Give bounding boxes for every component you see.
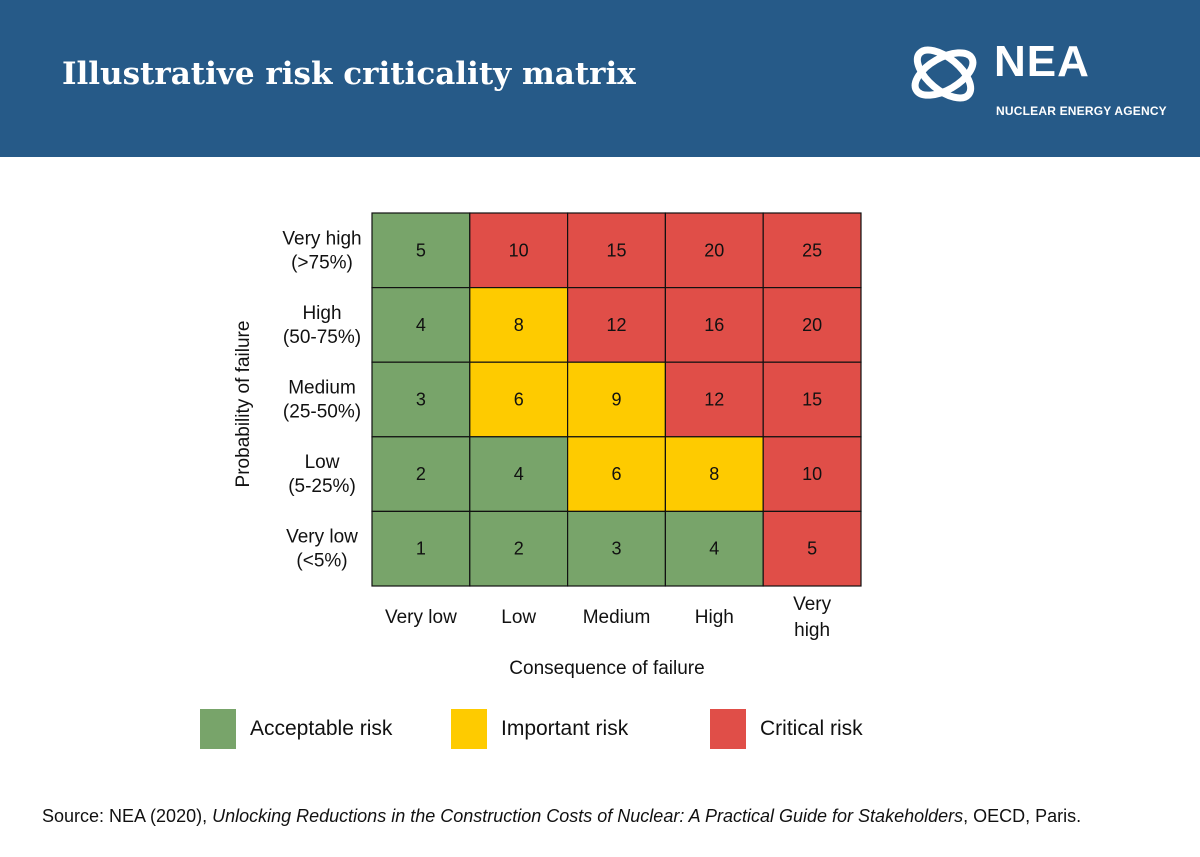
nea-atom-icon	[911, 46, 977, 102]
matrix-cell-critical	[566, 212, 666, 289]
cell-value-label: 10	[509, 240, 529, 260]
x-tick-label-high: High	[695, 607, 734, 628]
x-tick-label-low: Low	[501, 607, 536, 628]
legend-swatch-critical	[710, 709, 746, 749]
cell-value-label: 5	[807, 539, 817, 559]
matrix-cell-critical	[762, 510, 862, 587]
logo-wordmark: NEA	[994, 37, 1090, 86]
legend-item-critical: Critical risk	[710, 709, 863, 749]
y-tick-labels: Very high (>75%) High (50-75%) Medium (25-50%…	[282, 228, 361, 571]
cell-value-label: 4	[416, 315, 426, 335]
matrix-cell-critical	[762, 436, 862, 512]
legend-item-important: Important risk	[451, 709, 628, 749]
matrix-cell-critical	[664, 361, 764, 438]
x-tick-label-very-high: Very high	[793, 594, 832, 641]
nea-logo: NEA NUCLEAR ENERGY AGENCY	[906, 37, 1167, 120]
y-tick-label-very-low: Very low (<5%)	[286, 527, 358, 572]
source-title: Unlocking Reductions in the Construction…	[212, 806, 964, 826]
logo-subtitle: NUCLEAR ENERGY AGENCY	[996, 104, 1167, 118]
matrix-cell-acceptable	[371, 212, 471, 289]
cell-value-label: 16	[704, 315, 724, 335]
x-tick-label-very-low: Very low	[385, 607, 457, 628]
cell-value-label: 12	[704, 390, 724, 410]
matrix-cell-important	[469, 287, 569, 363]
cell-value-label: 4	[709, 539, 719, 559]
cell-value-label: 15	[802, 390, 822, 410]
matrix-cell-acceptable	[566, 510, 666, 587]
cell-value-label: 20	[802, 315, 822, 335]
matrix-cell-critical	[762, 361, 862, 438]
x-tick-labels: Very low Low Medium High Very high	[385, 594, 832, 641]
legend-swatch-important	[451, 709, 487, 749]
legend-label-acceptable: Acceptable risk	[250, 717, 393, 740]
header-banner: Illustrative risk criticality matrix NEA…	[0, 0, 1200, 157]
legend-swatch-acceptable	[200, 709, 236, 749]
matrix-cell-critical	[664, 212, 764, 289]
cell-value-label: 3	[416, 390, 426, 410]
cell-value-label: 25	[802, 240, 822, 260]
cell-value-label: 9	[611, 390, 621, 410]
source-citation: Source: NEA (2020), Unlocking Reductions…	[42, 806, 1081, 827]
cell-value-label: 6	[514, 390, 524, 410]
cell-value-label: 10	[802, 464, 822, 484]
cell-value-label: 2	[416, 464, 426, 484]
matrix-cell-acceptable	[371, 287, 471, 363]
matrix-cell-acceptable	[664, 510, 764, 587]
matrix-cell-acceptable	[469, 436, 569, 512]
x-axis-title: Consequence of failure	[509, 658, 704, 679]
cell-value-label: 1	[416, 539, 426, 559]
cell-value-label: 2	[514, 539, 524, 559]
y-tick-label-medium: Medium (25-50%)	[283, 378, 361, 423]
matrix-cell-important	[469, 361, 569, 438]
cell-value-label: 15	[606, 240, 626, 260]
matrix-cell-critical	[566, 287, 666, 363]
source-suffix: , OECD, Paris.	[963, 806, 1082, 826]
x-tick-label-medium: Medium	[583, 607, 651, 628]
legend-label-critical: Critical risk	[760, 717, 863, 740]
cell-value-label: 12	[606, 315, 626, 335]
y-tick-label-very-high: Very high (>75%)	[282, 228, 361, 273]
legend-item-acceptable: Acceptable risk	[200, 709, 392, 749]
y-axis-title: Probability of failure	[233, 321, 254, 488]
matrix-cell-acceptable	[371, 510, 471, 587]
cell-value-label: 20	[704, 240, 724, 260]
y-tick-label-low: Low (5-25%)	[288, 452, 356, 497]
cell-value-label: 5	[416, 240, 426, 260]
matrix-cell-critical	[762, 287, 862, 363]
page-title: Illustrative risk criticality matrix	[62, 56, 636, 92]
cell-value-label: 3	[611, 539, 621, 559]
matrix-cell-important	[566, 436, 666, 512]
cell-value-label: 8	[514, 315, 524, 335]
cell-value-label: 8	[709, 464, 719, 484]
matrix-cell-acceptable	[469, 510, 569, 587]
y-tick-label-high: High (50-75%)	[283, 303, 361, 348]
matrix-cell-critical	[664, 287, 764, 363]
legend: Acceptable risk Important risk Critical …	[200, 709, 920, 751]
matrix-cells: 5 10 15 20 254 8 12 16 203 6 9 12 152 4 6 8 101 2 3 4 5	[371, 212, 862, 587]
cell-value-label: 4	[514, 464, 524, 484]
matrix-cell-critical	[762, 212, 862, 289]
source-prefix: Source: NEA (2020),	[42, 806, 213, 826]
matrix-cell-important	[566, 361, 666, 438]
cell-value-label: 6	[611, 464, 621, 484]
legend-label-important: Important risk	[501, 717, 629, 740]
